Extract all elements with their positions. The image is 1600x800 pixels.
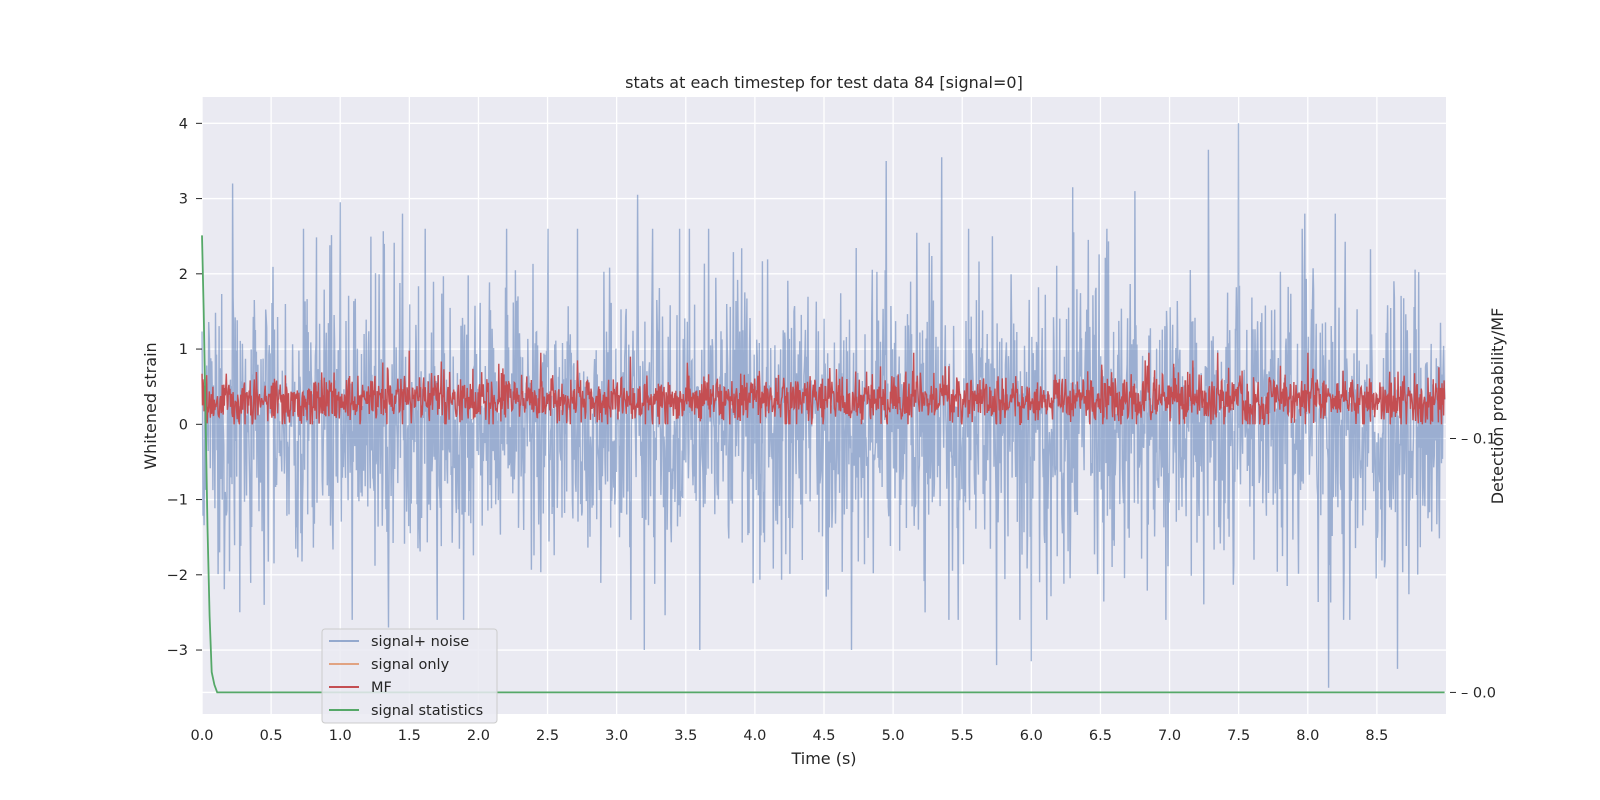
y-axis-label: Whitened strain bbox=[141, 342, 160, 469]
x-tick-label: 8.0 bbox=[1296, 728, 1319, 744]
x-tick-label: 2.0 bbox=[467, 728, 490, 744]
series-mf-line bbox=[201, 350, 1446, 426]
x-tick-label: 8.5 bbox=[1365, 728, 1388, 744]
x-tick-label: 1.0 bbox=[329, 728, 352, 744]
x-tick-label: 4.0 bbox=[743, 728, 766, 744]
y2-axis-ticks: – 0.1 – 0.0 bbox=[1450, 432, 1496, 701]
y2-tick-label: – 0.0 bbox=[1461, 685, 1496, 701]
y-tick-label: −3 bbox=[167, 643, 188, 659]
x-tick-label: 3.5 bbox=[674, 728, 697, 744]
chart-title: stats at each timestep for test data 84 … bbox=[625, 73, 1023, 92]
x-tick-label: 0.0 bbox=[190, 728, 213, 744]
y-tick-label: 4 bbox=[179, 116, 188, 132]
x-tick-label: 1.5 bbox=[398, 728, 421, 744]
y2-axis-label: Detection probability/MF bbox=[1488, 308, 1507, 505]
x-tick-label: 7.0 bbox=[1158, 728, 1181, 744]
x-tick-label: 3.0 bbox=[605, 728, 628, 744]
y2-tick-label: – 0.1 bbox=[1461, 432, 1496, 448]
legend-label-signal-noise: signal+ noise bbox=[371, 634, 469, 650]
x-tick-label: 6.5 bbox=[1089, 728, 1112, 744]
legend-box bbox=[321, 628, 498, 724]
y-tick-label: 1 bbox=[179, 342, 188, 358]
x-tick-label: 7.5 bbox=[1227, 728, 1250, 744]
series-signal-noise-line bbox=[201, 123, 1446, 688]
legend-label-mf: MF bbox=[371, 680, 392, 696]
x-axis-label: Time (s) bbox=[790, 749, 856, 768]
y-tick-label: −2 bbox=[167, 568, 188, 584]
x-tick-label: 5.0 bbox=[882, 728, 905, 744]
legend: signal+ noise signal only MF signal stat… bbox=[321, 628, 498, 724]
x-tick-label: 5.5 bbox=[951, 728, 974, 744]
y-tick-label: 2 bbox=[179, 267, 188, 283]
y-tick-label: 0 bbox=[179, 417, 188, 433]
plot-lines bbox=[201, 123, 1446, 694]
y-tick-label: −1 bbox=[167, 493, 188, 509]
legend-label-signal-statistics: signal statistics bbox=[371, 703, 483, 719]
x-axis-ticks: 0.0 0.5 1.0 1.5 2.0 2.5 3.0 3.5 4.0 4.5 5.0 5.5 6.0 6… bbox=[190, 728, 1388, 744]
x-tick-label: 2.5 bbox=[536, 728, 559, 744]
series-signal-statistics-line bbox=[201, 235, 1445, 694]
y-axis-ticks: 4 3 2 1 0 −1 −2 −3 bbox=[167, 116, 202, 659]
x-tick-label: 4.5 bbox=[812, 728, 835, 744]
x-tick-label: 0.5 bbox=[260, 728, 283, 744]
x-tick-label: 6.0 bbox=[1020, 728, 1043, 744]
y-tick-label: 3 bbox=[179, 192, 188, 208]
legend-label-signal-only: signal only bbox=[371, 657, 450, 673]
